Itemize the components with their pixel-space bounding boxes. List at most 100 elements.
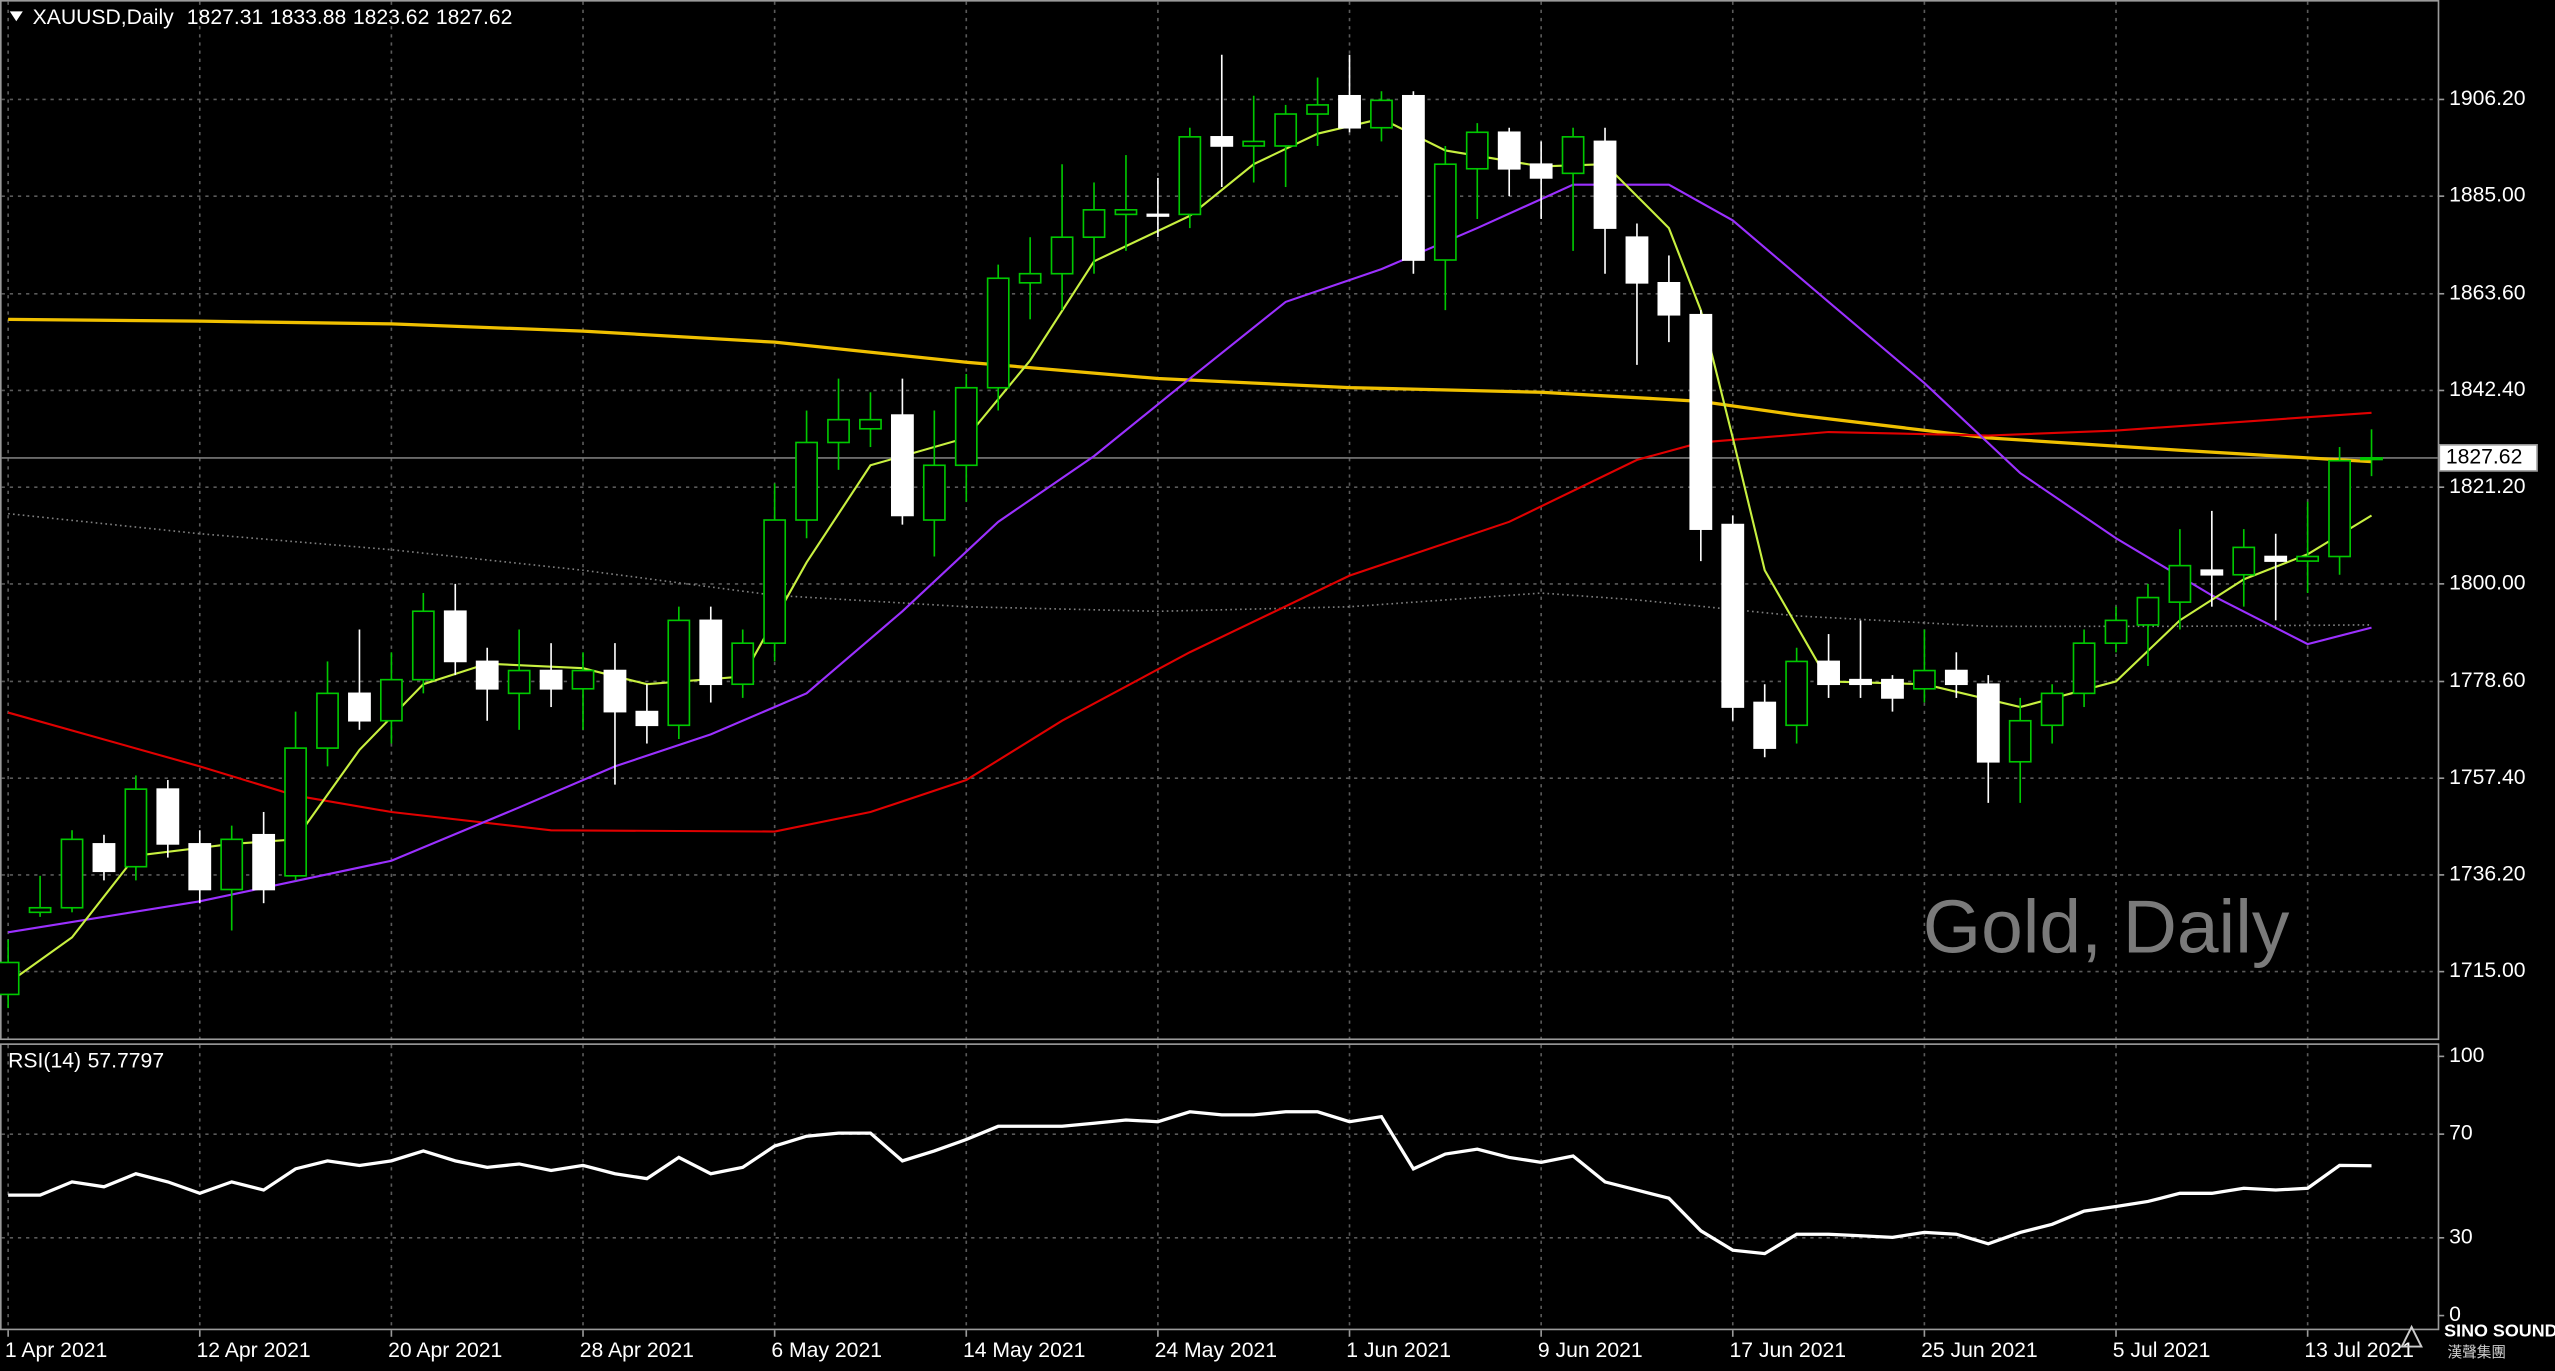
main-layer: 1827.62 <box>0 54 2538 1256</box>
candle-body <box>1370 99 1393 129</box>
candle-body <box>922 464 946 521</box>
candle-body <box>2296 555 2320 562</box>
candle-body <box>1753 701 1777 749</box>
rsi-value: 57.7797 <box>88 1049 165 1072</box>
candle-body <box>2264 555 2288 562</box>
candle-body <box>124 788 148 868</box>
candle-body <box>890 414 914 517</box>
candle-body <box>92 843 116 873</box>
candle-body <box>635 710 659 727</box>
candle-body <box>2104 619 2128 644</box>
candle-body <box>859 418 882 430</box>
candle-body <box>731 642 755 686</box>
y-tick-label: 70 <box>2449 1122 2473 1145</box>
y-tick-label: 1885.00 <box>2449 184 2526 207</box>
candle-body <box>1976 683 2000 763</box>
candle-body <box>986 277 1010 389</box>
candle-body <box>954 386 978 467</box>
rsi-title: RSI(14) <box>8 1049 81 1072</box>
y-tick-label: 1842.40 <box>2449 378 2526 401</box>
candle-body <box>2168 564 2192 603</box>
candle-body <box>1274 113 1298 147</box>
header-open: 1827.31 <box>187 6 264 29</box>
y-tick-label: 1715.00 <box>2449 959 2526 982</box>
candle-body <box>1114 209 1138 216</box>
candle-body <box>188 843 212 891</box>
candle-body <box>1242 140 1266 147</box>
candle-body <box>1785 660 1809 727</box>
candle-body <box>1593 140 1617 229</box>
moving-average <box>7 183 2372 934</box>
candle-body <box>284 747 307 877</box>
candle-body <box>539 669 563 690</box>
candle-body <box>827 418 850 444</box>
candle-body <box>220 838 244 891</box>
rsi-header: RSI(14) 57.7797 <box>8 1049 164 1072</box>
main-panel-border <box>0 0 2440 1041</box>
candle-body <box>699 619 723 686</box>
candle-body <box>1178 136 1202 216</box>
candle-body <box>443 610 467 663</box>
candle-body <box>1561 136 1585 175</box>
candle-body <box>1306 104 1329 115</box>
y-tick-label: 30 <box>2449 1225 2473 1248</box>
candle-body <box>2136 596 2160 626</box>
x-tick-label: 1 Apr 2021 <box>5 1339 107 1362</box>
logo: SINO SOUND 漢聲集團 <box>2400 1321 2555 1361</box>
x-tick-label: 14 May 2021 <box>963 1339 1085 1362</box>
candle-body <box>1912 669 1936 690</box>
candle-body <box>316 692 339 749</box>
y-tick-label: 1863.60 <box>2449 281 2526 304</box>
candle-body <box>1146 213 1170 217</box>
header-low: 1823.62 <box>353 6 430 29</box>
candle-body <box>2008 719 2032 763</box>
y-tick-label: 1778.60 <box>2449 669 2526 692</box>
header-close: 1827.62 <box>436 6 513 29</box>
candle-body <box>507 669 531 695</box>
candle-body <box>2200 569 2224 576</box>
y-tick-label: 1906.20 <box>2449 87 2526 110</box>
candle-body <box>1689 313 1713 530</box>
logo-icon <box>2400 1324 2423 1348</box>
collapse-icon[interactable] <box>9 11 23 22</box>
x-tick-label: 20 Apr 2021 <box>388 1339 502 1362</box>
candle-body <box>252 833 276 891</box>
candle-body <box>1497 131 1521 170</box>
watermark: Gold, Daily <box>1923 884 2290 968</box>
logo-name: SINO SOUND <box>2444 1321 2555 1341</box>
logo-subtitle: 漢聲集團 <box>2447 1344 2506 1361</box>
y-tick-label: 100 <box>2449 1044 2484 1067</box>
candle-body <box>1050 236 1074 275</box>
x-tick-label: 28 Apr 2021 <box>580 1339 694 1362</box>
x-tick-label: 9 Jun 2021 <box>1538 1339 1643 1362</box>
candle-body <box>1210 136 1234 147</box>
candle-body <box>60 838 84 909</box>
x-tick-label: 5 Jul 2021 <box>2113 1339 2211 1362</box>
candle-body <box>1657 282 1681 316</box>
candle-body <box>1338 94 1361 129</box>
candle-body <box>379 678 403 722</box>
candle-body <box>348 692 371 722</box>
candle-body <box>1817 660 1840 686</box>
moving-average <box>8 512 2372 628</box>
candle-body <box>1465 131 1489 170</box>
candle-body <box>2360 457 2383 461</box>
candle-body <box>1433 163 1457 261</box>
candle-body <box>795 441 818 521</box>
candle-body <box>2232 546 2256 576</box>
rsi-panel-border <box>0 1043 2440 1331</box>
candle-body <box>411 610 435 681</box>
y-tick-label: 1800.00 <box>2449 571 2526 594</box>
header-high: 1833.88 <box>270 6 347 29</box>
candle-body <box>156 788 180 845</box>
y-tick-label: 0 <box>2449 1303 2461 1326</box>
candle-body <box>603 669 627 713</box>
candle-body <box>667 619 691 727</box>
rsi-line <box>8 1110 2372 1256</box>
y-tick-label: 1736.20 <box>2449 862 2526 885</box>
candle-body <box>1721 523 1745 708</box>
symbol: XAUUSD,Daily <box>33 6 175 29</box>
x-tick-label: 24 May 2021 <box>1155 1339 1277 1362</box>
